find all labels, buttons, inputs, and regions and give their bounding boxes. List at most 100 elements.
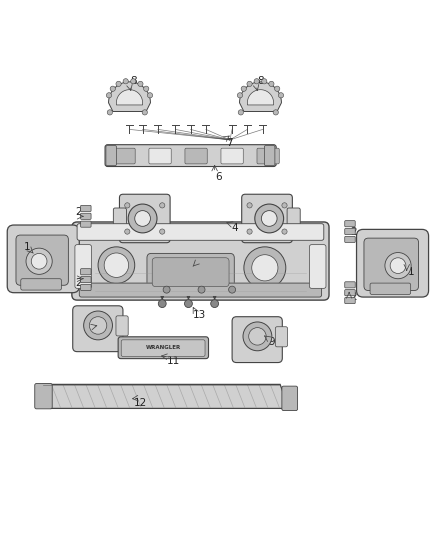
Circle shape [282,229,287,234]
Circle shape [135,211,150,227]
Circle shape [241,86,246,91]
Circle shape [247,229,252,234]
Circle shape [275,86,280,91]
Circle shape [249,328,266,345]
Circle shape [159,203,165,208]
FancyBboxPatch shape [345,229,355,235]
Circle shape [110,86,115,91]
Circle shape [31,253,47,269]
FancyBboxPatch shape [147,253,234,290]
FancyBboxPatch shape [73,306,123,352]
Circle shape [106,93,112,98]
Circle shape [116,81,121,86]
Circle shape [244,247,286,289]
FancyBboxPatch shape [118,337,208,359]
FancyBboxPatch shape [232,317,283,362]
FancyBboxPatch shape [120,194,170,243]
FancyBboxPatch shape [345,221,355,227]
FancyBboxPatch shape [276,327,288,347]
Circle shape [255,204,284,233]
Circle shape [252,255,278,281]
FancyBboxPatch shape [242,194,292,243]
FancyBboxPatch shape [149,148,171,164]
Text: 2: 2 [350,292,357,302]
FancyBboxPatch shape [77,224,324,240]
Circle shape [26,248,52,274]
FancyBboxPatch shape [357,229,428,297]
Circle shape [254,79,259,84]
FancyBboxPatch shape [309,245,326,288]
Text: 2: 2 [350,227,357,237]
Text: 6: 6 [215,172,223,182]
FancyBboxPatch shape [79,283,321,297]
Circle shape [158,300,166,308]
FancyBboxPatch shape [81,213,91,220]
FancyBboxPatch shape [152,258,229,287]
Text: 3: 3 [196,264,203,273]
Circle shape [247,81,252,86]
FancyBboxPatch shape [265,146,275,166]
Text: 9: 9 [85,326,92,336]
FancyBboxPatch shape [106,146,117,166]
Text: 2: 2 [75,278,82,288]
FancyBboxPatch shape [105,144,276,166]
Circle shape [261,211,277,227]
FancyBboxPatch shape [370,283,411,294]
FancyBboxPatch shape [282,386,297,410]
Circle shape [184,300,192,308]
Circle shape [163,286,170,293]
FancyBboxPatch shape [185,148,207,164]
FancyBboxPatch shape [345,282,355,288]
Text: 9: 9 [268,337,275,347]
Circle shape [144,86,149,91]
Circle shape [125,229,130,234]
Text: 7: 7 [226,138,233,148]
Text: WRANGLER: WRANGLER [145,345,181,350]
Circle shape [84,311,113,340]
Text: 11: 11 [166,356,180,366]
Circle shape [237,93,243,98]
Circle shape [159,229,165,234]
Text: 2: 2 [75,207,82,217]
FancyBboxPatch shape [113,148,135,164]
Circle shape [125,203,130,208]
Text: 4: 4 [231,223,237,233]
FancyBboxPatch shape [345,236,355,243]
FancyBboxPatch shape [72,222,329,300]
Circle shape [229,286,236,293]
Circle shape [238,110,244,115]
Circle shape [89,317,107,334]
Circle shape [142,110,148,115]
FancyBboxPatch shape [21,279,61,290]
FancyBboxPatch shape [345,297,355,304]
Circle shape [261,79,267,84]
FancyBboxPatch shape [81,221,91,227]
Circle shape [282,203,287,208]
FancyBboxPatch shape [345,289,355,296]
Circle shape [138,81,143,86]
FancyBboxPatch shape [7,225,79,293]
Polygon shape [117,90,143,105]
FancyBboxPatch shape [35,384,52,409]
FancyBboxPatch shape [287,208,300,229]
Text: 8: 8 [257,76,264,86]
FancyBboxPatch shape [257,148,279,164]
Text: 12: 12 [134,398,147,408]
Circle shape [243,322,272,351]
Text: 1: 1 [24,242,30,252]
Circle shape [104,253,129,277]
Circle shape [198,286,205,293]
Circle shape [128,204,157,233]
FancyBboxPatch shape [221,148,243,164]
Polygon shape [240,82,282,111]
Circle shape [269,81,274,86]
Circle shape [123,79,128,84]
FancyBboxPatch shape [113,208,127,229]
Circle shape [385,253,411,279]
Text: 13: 13 [193,310,206,320]
FancyBboxPatch shape [81,277,91,282]
Text: 1: 1 [408,266,414,277]
Text: 8: 8 [131,76,137,86]
FancyBboxPatch shape [81,269,91,275]
FancyBboxPatch shape [364,238,419,290]
